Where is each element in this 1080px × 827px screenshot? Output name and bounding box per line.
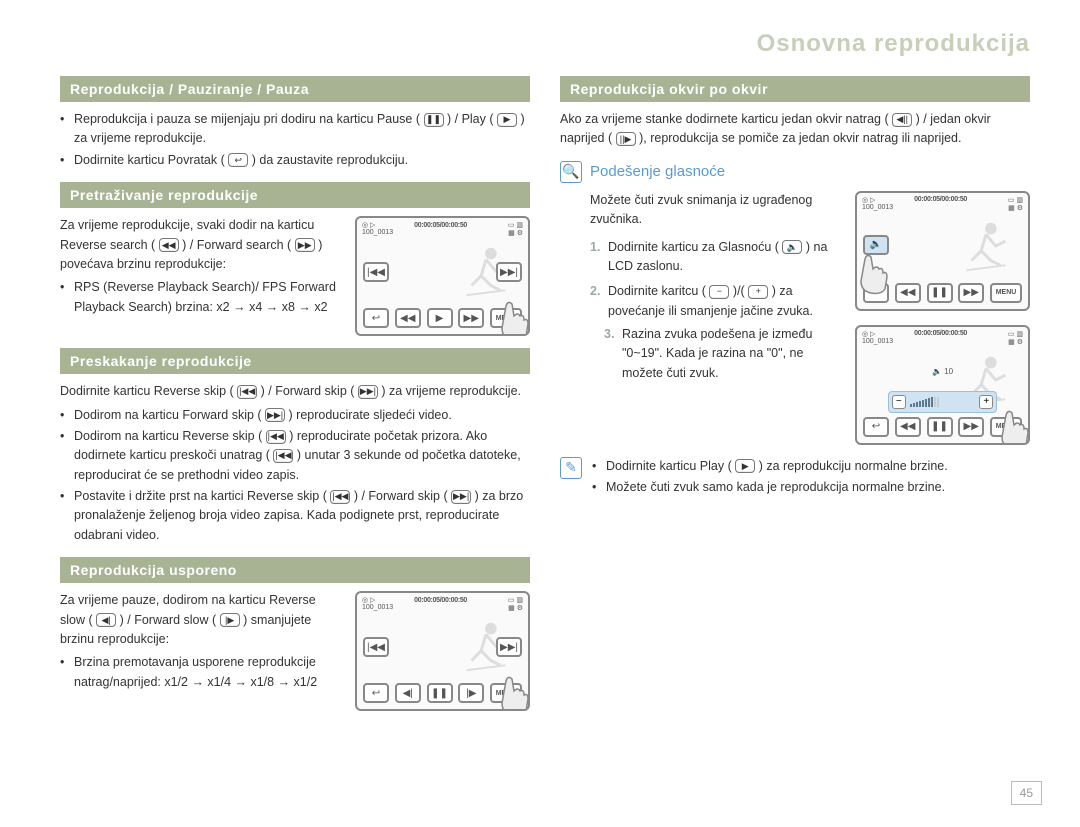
lcd-preview-volume-1: ◎ ▷00:00:05/00:00:50▭▥ 100_0013▦ ⚙ 🔈 ↩ ◀… (855, 191, 1030, 311)
pause-icon: ❚❚ (424, 113, 444, 127)
fwd-search-icon: ▶▶ (295, 238, 315, 252)
sub-bullet: Razina zvuka podešena je između "0~19". … (622, 325, 843, 383)
page-number: 45 (1011, 781, 1042, 805)
bullet: Dodirom na karticu Forward skip ( ▶▶| ) … (74, 406, 530, 425)
fwd-skip-icon: ▶▶| (358, 385, 378, 399)
lcd-rev-slow-icon: ◀| (395, 683, 421, 703)
note-bullet: Možete čuti zvuk samo kada je reprodukci… (606, 478, 948, 497)
lcd-fwd-slow-icon: |▶ (458, 683, 484, 703)
search-text: Za vrijeme reprodukcije, svaki dodir na … (60, 216, 343, 319)
rev-skip-icon: |◀◀ (330, 490, 350, 504)
lcd-fwd-search-icon: ▶▶ (958, 283, 984, 303)
rev-skip-icon: |◀◀ (237, 385, 257, 399)
touch-hand-icon (494, 298, 530, 336)
bullet: Postavite i držite prst na kartici Rever… (74, 487, 530, 545)
left-column: Reprodukcija / Pauziranje / Pauza Reprod… (60, 76, 530, 723)
lcd-rev-skip-icon: |◀◀ (363, 262, 389, 282)
section-header-frame: Reprodukcija okvir po okvir (560, 76, 1030, 102)
lcd-rev-search-icon: ◀◀ (895, 283, 921, 303)
lcd-play-icon: ▶ (427, 308, 453, 328)
touch-hand-icon (494, 673, 530, 711)
minus-icon: − (709, 285, 729, 299)
bullet: Dodirom na karticu Reverse skip ( |◀◀ ) … (74, 427, 530, 485)
lcd-fwd-search-icon: ▶▶ (458, 308, 484, 328)
lcd-rev-search-icon: ◀◀ (395, 308, 421, 328)
bullet: Dodirnite karticu Povratak ( ↩ ) da zaus… (74, 151, 530, 170)
volume-text: Možete čuti zvuk snimanja iz ugrađenog z… (560, 191, 843, 389)
play-icon: ▶ (497, 113, 517, 127)
bullet: Brzina premotavanja usporene reprodukcij… (74, 653, 343, 692)
lcd-return-icon: ↩ (863, 417, 889, 437)
lcd-pause-icon: ❚❚ (927, 283, 953, 303)
volume-subtitle: Podešenje glasnoće (590, 163, 725, 180)
lcd-fwd-skip-icon: ▶▶| (496, 637, 522, 657)
lcd-rev-search-icon: ◀◀ (895, 417, 921, 437)
search-block: Za vrijeme reprodukcije, svaki dodir na … (60, 216, 530, 336)
step: Dodirnite karticu za Glasnoću ( 🔈 ) na L… (608, 238, 843, 277)
lcd-pause-icon: ❚❚ (927, 417, 953, 437)
step: Dodirnite karitcu ( − )/( + ) za povećan… (608, 282, 843, 383)
note-block: ✎ Dodirnite karticu Play ( ▶ ) za reprod… (560, 457, 1030, 500)
lcd-volume-bar: − + (888, 391, 997, 413)
frame-back-icon: ◀|| (892, 113, 912, 127)
lcd-return-icon: ↩ (363, 683, 389, 703)
lcd-rev-skip-icon: |◀◀ (363, 637, 389, 657)
right-column: Reprodukcija okvir po okvir Ako za vrije… (560, 76, 1030, 723)
play-pause-body: Reprodukcija i pauza se mijenjaju pri do… (60, 110, 530, 170)
note-icon: ✎ (560, 457, 582, 479)
section-header-skip: Preskakanje reprodukcije (60, 348, 530, 374)
rev-skip-icon: |◀◀ (266, 430, 286, 444)
slow-text: Za vrijeme pauze, dodirom na karticu Rev… (60, 591, 343, 694)
bullet: RPS (Reverse Playback Search)/ FPS Forwa… (74, 278, 343, 317)
note-bullet: Dodirnite karticu Play ( ▶ ) za reproduk… (606, 457, 948, 476)
lcd-preview-slow: ◎ ▷00:00:05/00:00:50▭▥ 100_0013▦ ⚙ |◀◀▶▶… (355, 591, 530, 711)
section-header-slow: Reprodukcija usporeno (60, 557, 530, 583)
plus-icon: + (748, 285, 768, 299)
magnify-icon: 🔍 (560, 161, 582, 183)
lcd-preview-volume-2: ◎ ▷00:00:05/00:00:50▭▥ 100_0013▦ ⚙ 🔈 10 … (855, 325, 1030, 445)
frame-body: Ako za vrijeme stanke dodirnete karticu … (560, 110, 1030, 149)
manual-page: Osnovna reprodukcija Reprodukcija / Pauz… (0, 0, 1080, 827)
lcd-fwd-search-icon: ▶▶ (958, 417, 984, 437)
section-header-search: Pretraživanje reprodukcije (60, 182, 530, 208)
lcd-preview-search: ◎ ▷00:00:05/00:00:50▭▥ 100_0013▦ ⚙ |◀◀▶▶… (355, 216, 530, 336)
fwd-skip-icon: ▶▶| (451, 490, 471, 504)
lcd-menu-button: MENU (990, 283, 1022, 303)
touch-hand-icon (855, 251, 893, 295)
play-icon: ▶ (735, 459, 755, 473)
lcd-minus-icon: − (892, 395, 906, 409)
two-column-layout: Reprodukcija / Pauziranje / Pauza Reprod… (60, 76, 1030, 723)
touch-hand-icon (994, 407, 1030, 445)
fwd-skip-icon: ▶▶| (265, 408, 285, 422)
section-header-play-pause: Reprodukcija / Pauziranje / Pauza (60, 76, 530, 102)
slow-block: Za vrijeme pauze, dodirom na karticu Rev… (60, 591, 530, 711)
bullet: Reprodukcija i pauza se mijenjaju pri do… (74, 110, 530, 149)
skater-icon (956, 217, 1016, 275)
frame-fwd-icon: ||▶ (616, 132, 636, 146)
volume-block-1: Možete čuti zvuk snimanja iz ugrađenog z… (560, 191, 1030, 445)
return-icon: ↩ (228, 153, 248, 167)
lcd-fwd-skip-icon: ▶▶| (496, 262, 522, 282)
rev-search-icon: ◀◀ (159, 238, 179, 252)
lcd-pause-icon: ❚❚ (427, 683, 453, 703)
fwd-slow-icon: |▶ (220, 613, 240, 627)
rev-skip-icon: |◀◀ (273, 449, 293, 463)
volume-subtitle-row: 🔍 Podešenje glasnoće (560, 161, 1030, 183)
lcd-plus-icon: + (979, 395, 993, 409)
page-title: Osnovna reprodukcija (60, 30, 1030, 58)
speaker-icon: 🔈 (782, 240, 802, 254)
skip-body: Dodirnite karticu Reverse skip ( |◀◀ ) /… (60, 382, 530, 545)
lcd-return-icon: ↩ (363, 308, 389, 328)
rev-slow-icon: ◀| (96, 613, 116, 627)
